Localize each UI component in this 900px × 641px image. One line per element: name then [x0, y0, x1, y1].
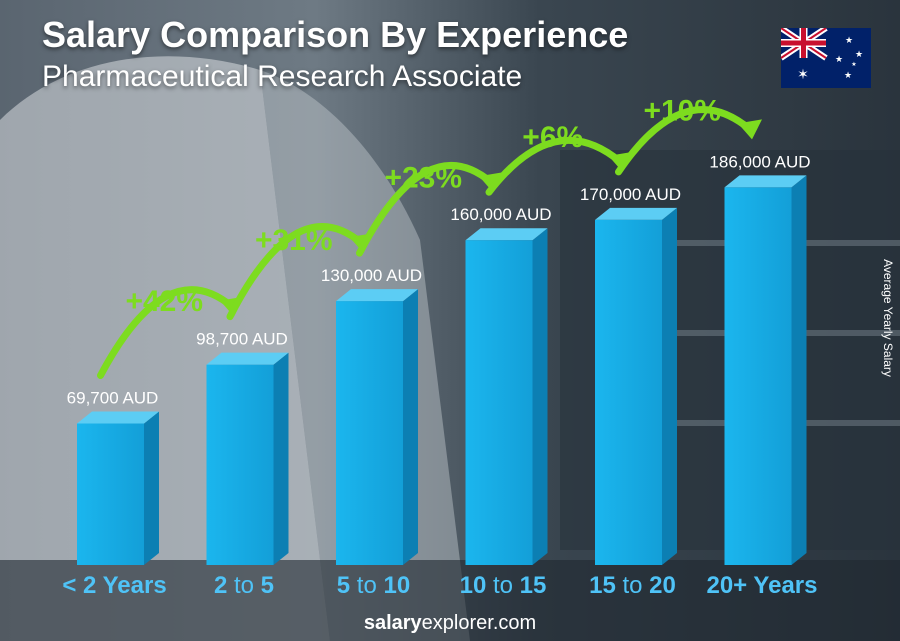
x-tick-label: 2 to 5	[214, 572, 274, 599]
increase-label: +42%	[125, 285, 203, 318]
svg-text:✶: ✶	[797, 66, 809, 82]
bar-0	[77, 411, 159, 565]
footer-brand-bold: salary	[363, 612, 422, 634]
bar-side	[144, 411, 159, 565]
bar-top	[206, 352, 289, 365]
bar-5	[724, 175, 807, 566]
footer-brand: salaryexplorer.com	[0, 612, 900, 635]
svg-text:★: ★	[845, 35, 853, 45]
bar-4	[595, 207, 677, 565]
bar-front	[595, 219, 662, 565]
bar-front	[724, 187, 792, 566]
bar-front	[206, 364, 274, 565]
bar-side	[532, 228, 548, 565]
bar-1	[206, 352, 289, 565]
increase-label: +31%	[255, 224, 333, 257]
svg-text:★: ★	[844, 70, 852, 80]
bar-value-label: 98,700 AUD	[196, 330, 288, 349]
increase-label: +6%	[522, 121, 583, 154]
svg-text:★: ★	[835, 54, 843, 64]
bar-top	[465, 228, 548, 241]
bar-front	[77, 423, 144, 565]
y-axis-label: Average Yearly Salary	[881, 259, 895, 377]
bar-value-label: 130,000 AUD	[321, 266, 422, 285]
bar-2	[336, 289, 418, 565]
bar-value-label: 170,000 AUD	[580, 185, 681, 204]
bar-side	[403, 289, 418, 565]
x-tick-label: 5 to 10	[337, 572, 410, 599]
bar-3	[465, 228, 548, 565]
bar-top	[77, 411, 159, 424]
bar-value-label: 160,000 AUD	[450, 205, 551, 224]
bar-side	[791, 175, 807, 566]
x-tick-label: 20+ Years	[706, 572, 817, 599]
footer-brand-rest: explorer.com	[421, 612, 537, 634]
bar-top	[724, 175, 807, 188]
x-tick-label: 10 to 15	[460, 572, 547, 599]
chart-title: Salary Comparison By Experience	[42, 14, 629, 55]
bar-value-label: 69,700 AUD	[67, 389, 159, 408]
australia-flag-icon: ✶ ★ ★ ★ ★ ★	[781, 28, 871, 88]
bar-front	[465, 240, 533, 565]
bar-front	[336, 301, 403, 565]
chart-subtitle: Pharmaceutical Research Associate	[42, 60, 523, 93]
x-tick-label: 15 to 20	[589, 572, 676, 599]
bar-top	[336, 289, 418, 302]
bar-side	[662, 207, 677, 565]
svg-text:★: ★	[851, 61, 856, 68]
bar-top	[595, 207, 677, 220]
curved-arrow-icon	[615, 106, 762, 176]
increase-label: +10%	[643, 95, 721, 128]
increase-label: +23%	[384, 162, 462, 195]
svg-text:★: ★	[855, 49, 863, 59]
x-tick-label: < 2 Years	[62, 572, 166, 599]
bar-value-label: 186,000 AUD	[709, 152, 810, 171]
bar-side	[273, 352, 289, 565]
